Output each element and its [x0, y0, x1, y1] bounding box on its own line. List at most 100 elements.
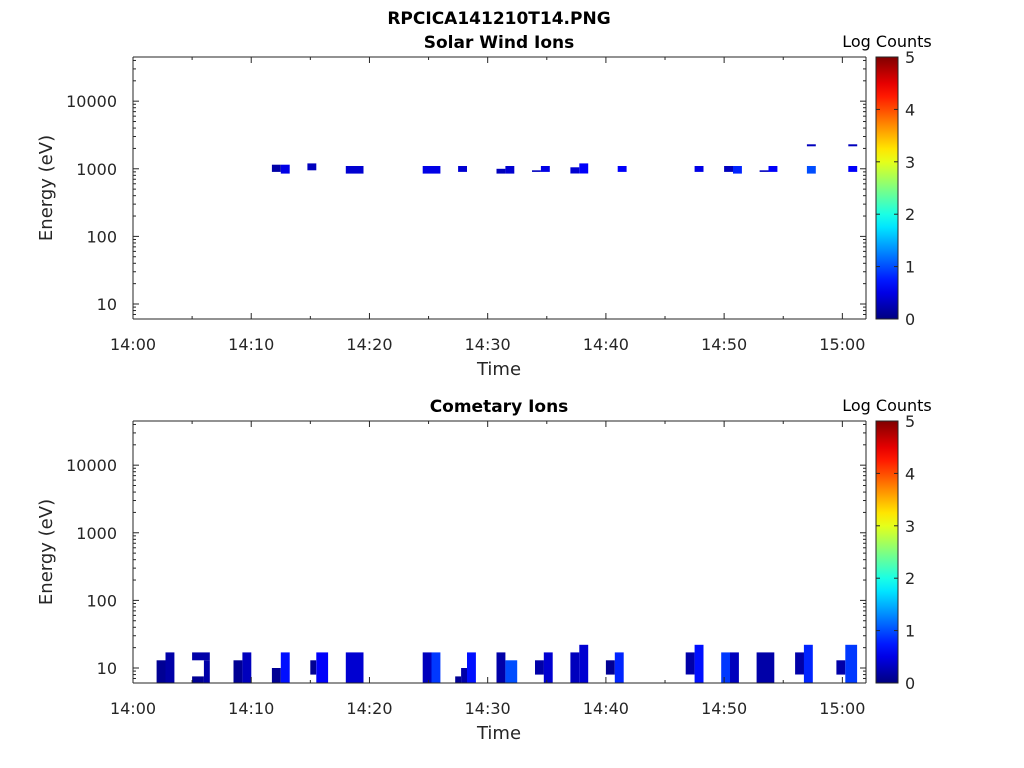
spectrogram-cell [845, 644, 858, 683]
spectrogram-cell [422, 166, 441, 174]
spectrogram-cell [836, 660, 846, 675]
spectrogram-cell [721, 652, 731, 683]
spectrogram-cell [345, 652, 364, 683]
x-tick-label: 15:00 [819, 335, 865, 354]
colorbar-tick-label: 5 [905, 48, 915, 67]
colorbar-tick-label: 1 [905, 258, 915, 277]
spectrogram-cell [467, 652, 476, 683]
spectrogram-cell [724, 166, 733, 172]
spectrogram-cell [496, 652, 506, 683]
plot-area [133, 421, 866, 683]
x-tick-label: 14:30 [465, 335, 511, 354]
spectrogram-cell [579, 163, 589, 174]
spectrogram-cell [768, 166, 778, 172]
spectrogram-cell [532, 170, 541, 172]
spectrogram-cell [694, 644, 704, 683]
panel-title: Cometary Ions [430, 397, 569, 417]
x-tick-label: 14:40 [583, 335, 629, 354]
colorbar-tick-label: 2 [905, 205, 915, 224]
spectrogram-cell [431, 652, 441, 683]
spectrogram-cell [422, 652, 432, 683]
spectrogram-cell [570, 652, 580, 683]
y-tick-label: 100 [86, 227, 117, 246]
spectrogram-cell [455, 676, 462, 683]
colorbar-title: Log Counts [842, 396, 932, 415]
spectrogram-cell [617, 166, 627, 172]
spectrogram-cell [156, 660, 166, 683]
y-tick-label: 10 [97, 295, 117, 314]
panel-title: Solar Wind Ions [424, 33, 575, 53]
x-tick-label: 14:50 [701, 335, 747, 354]
x-tick-label: 14:10 [228, 699, 274, 718]
spectrogram-cell [756, 652, 775, 683]
figure-title: RPCICA141210T14.PNG [387, 9, 610, 29]
spectrogram-cell [803, 644, 813, 683]
y-tick-label: 1000 [76, 524, 117, 543]
spectrogram-cell [614, 652, 624, 683]
spectrogram-cell [280, 652, 290, 683]
spectrogram-cell [458, 166, 467, 172]
spectrogram-cell [694, 166, 704, 172]
spectrogram-cell [233, 660, 243, 683]
spectrogram-cell [461, 668, 467, 683]
spectrogram-cell [730, 652, 739, 683]
spectrogram-cell [496, 168, 506, 174]
spectrogram-cell [579, 644, 589, 683]
y-tick-label: 10000 [66, 456, 117, 475]
x-tick-label: 14:40 [583, 699, 629, 718]
spectrogram-cell [685, 652, 695, 675]
spectrogram-cell [203, 660, 210, 683]
x-axis-label: Time [476, 359, 521, 380]
colorbar-tick-label: 5 [905, 412, 915, 431]
colorbar-tick-label: 0 [905, 310, 915, 329]
spectrogram-cell [759, 170, 769, 172]
x-tick-label: 14:50 [701, 699, 747, 718]
colorbar-tick-label: 3 [905, 517, 915, 536]
colorbar-tick-label: 4 [905, 464, 915, 483]
spectrogram-cell [280, 164, 290, 174]
spectrogram-cell [192, 652, 210, 661]
y-axis-label: Energy (eV) [36, 135, 57, 241]
spectrogram-cell [271, 164, 281, 172]
spectrogram-cell [316, 652, 329, 683]
colorbar-tick-label: 3 [905, 153, 915, 172]
spectrogram-cell [271, 668, 281, 683]
cometary-panel: Cometary Ions Log Counts Time Energy (eV… [36, 396, 932, 744]
spectrogram-cell [543, 652, 553, 683]
x-axis-label: Time [476, 723, 521, 744]
spectrogram-cell [806, 166, 816, 174]
colorbar-tick-label: 4 [905, 100, 915, 119]
colorbar [875, 56, 899, 320]
spectrogram-cell [605, 660, 615, 675]
x-tick-label: 14:00 [110, 699, 156, 718]
spectrogram-cell [848, 166, 858, 172]
plot-area [133, 57, 866, 319]
solar-wind-panel: Solar Wind Ions Log Counts Time Energy (… [36, 32, 932, 380]
spectrogram-cell [795, 652, 804, 675]
spectrogram-cell [505, 660, 518, 683]
spectrogram-cell [165, 652, 175, 683]
colorbar-tick-label: 1 [905, 622, 915, 641]
x-tick-label: 14:10 [228, 335, 274, 354]
y-tick-label: 1000 [76, 160, 117, 179]
x-tick-label: 14:20 [346, 335, 392, 354]
y-axis-label: Energy (eV) [36, 499, 57, 605]
spectrogram-cell [505, 166, 515, 174]
spectrogram-cell [307, 163, 317, 171]
colorbar [875, 420, 899, 684]
spectrogram-cell [535, 660, 544, 675]
y-tick-label: 10000 [66, 92, 117, 111]
spectrogram-cell [570, 167, 580, 174]
x-tick-label: 14:00 [110, 335, 156, 354]
spectrogram-cell [540, 166, 550, 172]
y-tick-label: 100 [86, 591, 117, 610]
spectrogram-cell [242, 652, 252, 683]
x-tick-label: 14:20 [346, 699, 392, 718]
spectrogram-cell [848, 144, 858, 147]
colorbar-title: Log Counts [842, 32, 932, 51]
spectrogram-cell [192, 676, 204, 683]
x-tick-label: 15:00 [819, 699, 865, 718]
colorbar-tick-label: 0 [905, 674, 915, 693]
x-tick-label: 14:30 [465, 699, 511, 718]
